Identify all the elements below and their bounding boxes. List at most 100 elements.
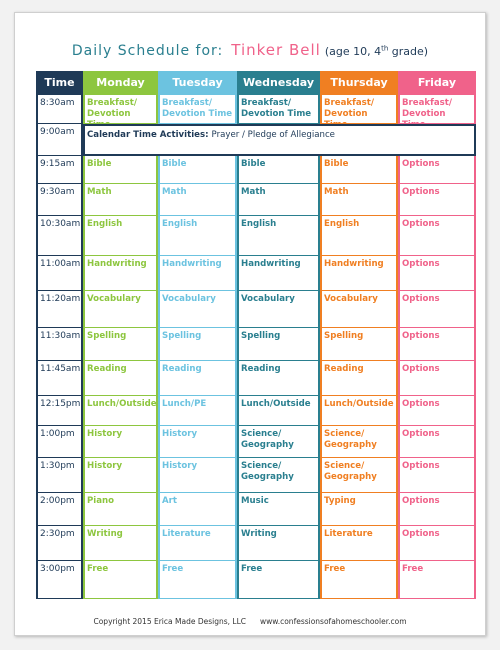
activity-cell: Options — [398, 458, 476, 493]
activity-cell: Vocabulary — [83, 291, 158, 328]
column-header: Monday — [83, 71, 158, 95]
page: Daily Schedule for: Tinker Bell (age 10, 4… — [14, 12, 486, 636]
time-cell: 11:30am — [36, 328, 83, 361]
column-header: Time — [36, 71, 83, 95]
activity-cell: Math — [320, 184, 398, 216]
activity-cell: Options — [398, 396, 476, 426]
time-cell: 9:15am — [36, 156, 83, 184]
activity-cell: Literature — [158, 526, 237, 561]
activity-cell: History — [158, 458, 237, 493]
activity-cell: History — [83, 426, 158, 458]
activity-cell: Science/ Geography — [237, 458, 320, 493]
activity-cell: Free — [398, 561, 476, 599]
activity-cell: Art — [158, 493, 237, 526]
note-text: (age 10, 4 — [324, 45, 382, 58]
activity-cell: Options — [398, 526, 476, 561]
column-header: Friday — [398, 71, 476, 95]
activity-cell: Spelling — [237, 328, 320, 361]
activity-cell: Free — [320, 561, 398, 599]
note-sup: th — [381, 44, 389, 53]
activity-cell: Vocabulary — [158, 291, 237, 328]
activity-cell: Options — [398, 184, 476, 216]
activity-cell: Options — [398, 493, 476, 526]
activity-cell: Bible — [237, 156, 320, 184]
activity-cell: English — [158, 216, 237, 256]
activity-cell: Options — [398, 328, 476, 361]
activity-cell: Bible — [320, 156, 398, 184]
time-cell: 2:00pm — [36, 493, 83, 526]
activity-cell: English — [237, 216, 320, 256]
activity-cell: Reading — [320, 361, 398, 396]
activity-cell: Science/ Geography — [237, 426, 320, 458]
title: Daily Schedule for: Tinker Bell (age 10, 4… — [15, 41, 485, 59]
activity-cell: Writing — [83, 526, 158, 561]
activity-cell: Free — [158, 561, 237, 599]
activity-cell: Typing — [320, 493, 398, 526]
banner-label: Calendar Time Activities: — [87, 130, 209, 140]
activity-cell: Options — [398, 426, 476, 458]
activity-cell: English — [83, 216, 158, 256]
time-cell: 1:00pm — [36, 426, 83, 458]
time-cell: 11:45am — [36, 361, 83, 396]
student-name: Tinker Bell — [231, 41, 321, 59]
activity-cell: Vocabulary — [237, 291, 320, 328]
activity-cell: Handwriting — [83, 256, 158, 291]
activity-cell: Breakfast/ Devotion Time — [237, 95, 320, 124]
activity-cell: Spelling — [158, 328, 237, 361]
activity-cell: Options — [398, 216, 476, 256]
time-cell: 1:30pm — [36, 458, 83, 493]
website: www.confessionsofahomeschooler.com — [260, 617, 407, 626]
activity-cell: Spelling — [320, 328, 398, 361]
time-cell: 8:30am — [36, 95, 83, 124]
activity-cell: Math — [158, 184, 237, 216]
activity-cell: Lunch/Outside — [237, 396, 320, 426]
activity-cell: Reading — [83, 361, 158, 396]
title-text: Daily Schedule for: — [71, 43, 224, 59]
time-cell: 10:30am — [36, 216, 83, 256]
activity-cell: Piano — [83, 493, 158, 526]
activity-cell: Reading — [158, 361, 237, 396]
column-header: Thursday — [320, 71, 398, 95]
activity-cell: Science/ Geography — [320, 426, 398, 458]
activity-cell: History — [158, 426, 237, 458]
activity-cell: Free — [83, 561, 158, 599]
activity-cell: Bible — [83, 156, 158, 184]
activity-cell: Breakfast/ Devotion Time — [320, 95, 398, 124]
activity-cell: English — [320, 216, 398, 256]
copyright: Copyright 2015 Erica Made Designs, LLC — [93, 617, 246, 626]
banner-cell: Calendar Time Activities: Prayer / Pledge… — [83, 124, 476, 156]
footer: Copyright 2015 Erica Made Designs, LLC ww… — [15, 617, 485, 626]
activity-cell: Breakfast/ Devotion Time — [158, 95, 237, 124]
activity-cell: History — [83, 458, 158, 493]
activity-cell: Lunch/Outside — [320, 396, 398, 426]
activity-cell: Options — [398, 291, 476, 328]
activity-cell: Writing — [237, 526, 320, 561]
activity-cell: Math — [83, 184, 158, 216]
activity-cell: Options — [398, 361, 476, 396]
activity-cell: Reading — [237, 361, 320, 396]
activity-cell: Options — [398, 256, 476, 291]
activity-cell: Handwriting — [158, 256, 237, 291]
activity-cell: Lunch/PE — [158, 396, 237, 426]
column-header: Wednesday — [237, 71, 320, 95]
activity-cell: Vocabulary — [320, 291, 398, 328]
activity-cell: Math — [237, 184, 320, 216]
note-text: grade) — [388, 45, 429, 58]
activity-cell: Science/ Geography — [320, 458, 398, 493]
activity-cell: Lunch/Outside — [83, 396, 158, 426]
activity-cell: Spelling — [83, 328, 158, 361]
column-header: Tuesday — [158, 71, 237, 95]
activity-cell: Literature — [320, 526, 398, 561]
time-cell: 11:20am — [36, 291, 83, 328]
time-cell: 12:15pm — [36, 396, 83, 426]
activity-cell: Handwriting — [320, 256, 398, 291]
time-cell: 9:30am — [36, 184, 83, 216]
activity-cell: Free — [237, 561, 320, 599]
student-note: (age 10, 4th grade) — [324, 44, 429, 58]
activity-cell: Breakfast/ Devotion Time — [398, 95, 476, 124]
activity-cell: Handwriting — [237, 256, 320, 291]
activity-cell: Bible — [158, 156, 237, 184]
time-cell: 11:00am — [36, 256, 83, 291]
banner-text: Prayer / Pledge of Allegiance — [211, 130, 335, 140]
